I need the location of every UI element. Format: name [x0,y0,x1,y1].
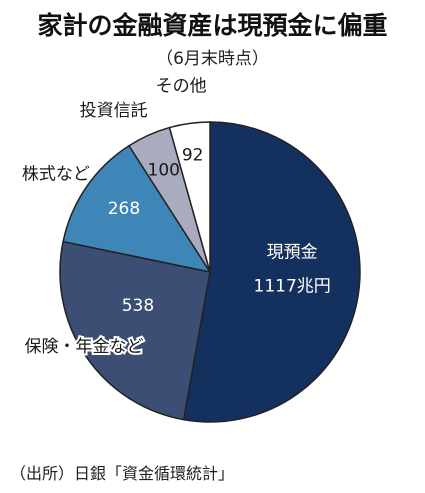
slice-name-label: 現預金 [267,242,318,262]
slice-name-label: その他 [156,77,207,97]
chart-title: 家計の金融資産は現預金に偏重 [37,11,388,40]
slice-value-label: 538 [122,296,154,316]
slice-name-label: 投資信託 [80,101,148,121]
slice-value-label: 1117兆円 [254,276,331,296]
chart-subtitle: （6月末時点） [156,49,269,69]
slice-value-label: 268 [108,199,140,219]
pie-slice [62,144,212,274]
slice-name-label: 株式など [22,164,90,184]
slice-name-label: 保険・年金など [24,337,143,357]
pie-slice [168,121,211,273]
pie-slice [59,240,211,421]
pie-slice [182,121,361,423]
chart-source: （出所）日銀「資金循環統計」 [10,464,235,483]
slice-value-label: 100 [148,160,180,180]
slice-value-label: 92 [182,146,204,166]
